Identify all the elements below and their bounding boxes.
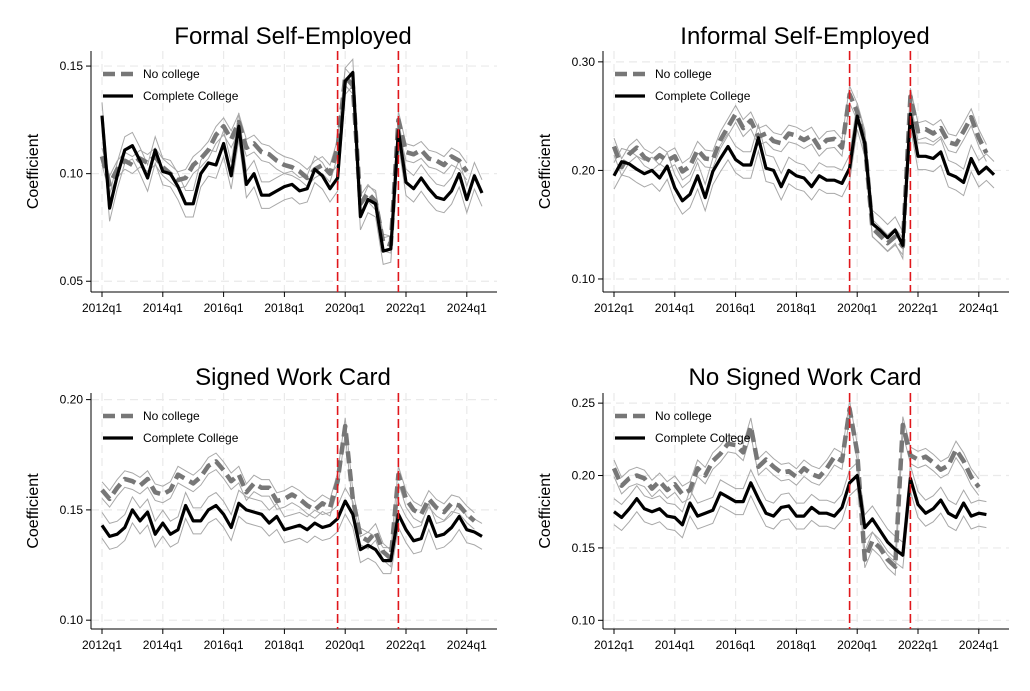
panel-title: Informal Self-Employed [680,23,929,50]
y-tick-label: 0.15 [60,59,84,73]
y-tick-label: 0.15 [60,503,84,517]
series-line-no-college [611,92,989,249]
y-tick-label: 0.20 [572,163,596,177]
ci-upper-complete-college [101,58,483,239]
y-tick-label: 0.15 [572,541,596,555]
ci-lower-no-college [101,434,475,568]
chart-panel-2: 0.10 0.20 0.30 2012q1 2014q1 2016q1 2018q1 2020… [537,23,1009,315]
y-axis-label: Coefficient [25,473,42,549]
series-line-complete-college [100,70,484,253]
chart-panel-4: 0.10 0.15 0.20 0.25 2012q1 2014q1 2016q1 2018q1… [537,364,1009,652]
x-tick-label: 2014q1 [655,301,695,315]
x-tick-label: 2020q1 [325,301,365,315]
ci-lower-no-college [613,101,987,257]
chart-panel-3: 0.10 0.15 0.20 2012q1 2014q1 2016q1 2018q1 2020… [25,364,497,652]
x-tick-label: 2014q1 [655,638,695,652]
x-tick-label: 2012q1 [594,301,634,315]
legend-label-complete-college: Complete College [143,89,239,103]
ci-lower-complete-college [101,512,483,575]
x-tick-label: 2014q1 [143,638,183,652]
y-tick-label: 0.20 [60,393,84,407]
legend-label-complete-college: Complete College [655,89,751,103]
legend-label-no-college: No college [655,67,712,81]
ci-upper-complete-college [613,461,987,544]
y-tick-label: 0.10 [572,613,596,627]
x-tick-label: 2020q1 [325,638,365,652]
legend-label-no-college: No college [655,409,712,423]
y-tick-label: 0.30 [572,55,596,69]
y-axis-label: Coefficient [537,473,554,549]
x-tick-label: 2020q1 [837,638,877,652]
legend-label-no-college: No college [143,409,200,423]
y-tick-label: 0.10 [572,272,596,286]
panel-title: No Signed Work Card [689,364,922,391]
x-tick-label: 2022q1 [386,301,426,315]
y-tick-label: 0.20 [572,469,596,483]
series-line-no-college [100,423,476,561]
legend-label-complete-college: Complete College [655,431,751,445]
x-tick-label: 2012q1 [82,301,122,315]
series-line-complete-college [100,499,483,563]
panel-title: Signed Work Card [195,364,391,391]
y-axis-label: Coefficient [25,133,42,209]
x-tick-label: 2016q1 [716,638,756,652]
x-tick-label: 2024q1 [447,301,487,315]
x-tick-label: 2024q1 [959,638,999,652]
ci-lower-complete-college [613,487,987,570]
x-tick-label: 2018q1 [264,638,304,652]
x-tick-label: 2022q1 [386,638,426,652]
ci-lower-complete-college [613,127,995,261]
panel-title: Formal Self-Employed [174,23,411,50]
x-tick-label: 2012q1 [82,638,122,652]
x-tick-label: 2024q1 [959,301,999,315]
x-tick-label: 2022q1 [898,301,938,315]
x-tick-label: 2012q1 [594,638,634,652]
x-tick-label: 2024q1 [447,638,487,652]
x-tick-label: 2020q1 [837,301,877,315]
y-tick-label: 0.10 [60,167,84,181]
ci-lower-complete-college [101,84,483,266]
ci-upper-no-college [613,400,980,560]
ci-upper-no-college [101,417,475,552]
chart-panel-1: 0.05 0.10 0.15 2012q1 2014q1 2016q1 2018q1 2020… [25,23,497,315]
series-line-complete-college [613,473,987,557]
x-tick-label: 2016q1 [716,301,756,315]
legend-label-no-college: No college [143,67,200,81]
ci-upper-no-college [613,84,987,240]
x-tick-label: 2016q1 [204,638,244,652]
x-tick-label: 2018q1 [776,638,816,652]
x-tick-label: 2014q1 [143,301,183,315]
ci-upper-complete-college [101,486,483,549]
y-tick-label: 0.05 [60,274,84,288]
series-line-no-college [611,406,981,569]
ci-upper-complete-college [613,100,995,234]
y-tick-label: 0.10 [60,613,84,627]
x-tick-label: 2018q1 [264,301,304,315]
y-tick-label: 0.25 [572,396,596,410]
y-axis-label: Coefficient [537,133,554,209]
x-tick-label: 2016q1 [204,301,244,315]
x-tick-label: 2018q1 [776,301,816,315]
series-line-complete-college [612,112,996,247]
x-tick-label: 2022q1 [898,638,938,652]
ci-lower-no-college [613,417,980,577]
legend-label-complete-college: Complete College [143,431,239,445]
